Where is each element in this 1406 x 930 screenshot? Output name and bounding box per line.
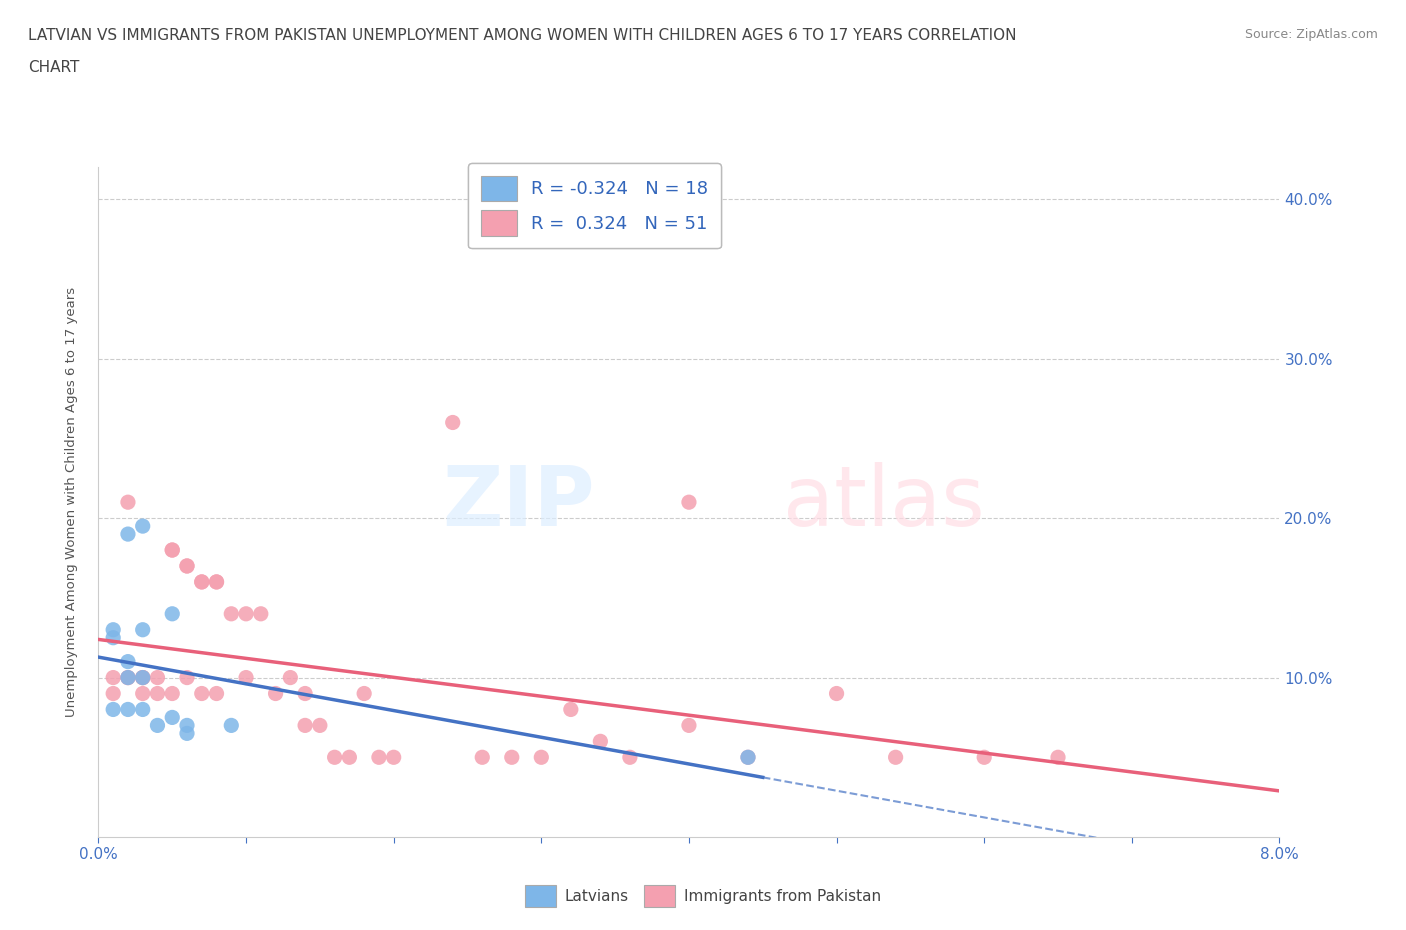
Point [176, 718, 198, 733]
Point [294, 718, 316, 733]
Point [205, 686, 228, 701]
Point [132, 519, 155, 534]
Point [132, 671, 155, 685]
Point [501, 750, 523, 764]
Point [1046, 750, 1069, 764]
Point [973, 750, 995, 764]
Text: atlas: atlas [783, 461, 986, 543]
Point [337, 750, 360, 764]
Point [205, 575, 228, 590]
Text: ZIP: ZIP [441, 461, 595, 543]
Point [132, 686, 155, 701]
Point [205, 575, 228, 590]
Point [884, 750, 907, 764]
Point [146, 671, 169, 685]
Point [146, 718, 169, 733]
Point [176, 559, 198, 574]
Point [146, 686, 169, 701]
Point [117, 654, 139, 669]
Point [619, 750, 641, 764]
Text: Source: ZipAtlas.com: Source: ZipAtlas.com [1244, 28, 1378, 41]
Point [103, 702, 125, 717]
Point [353, 686, 375, 701]
Point [560, 702, 582, 717]
Point [250, 606, 273, 621]
Point [176, 559, 198, 574]
Point [103, 671, 125, 685]
Point [191, 575, 214, 590]
Point [235, 671, 257, 685]
Point [323, 750, 346, 764]
Point [678, 718, 700, 733]
Text: LATVIAN VS IMMIGRANTS FROM PAKISTAN UNEMPLOYMENT AMONG WOMEN WITH CHILDREN AGES : LATVIAN VS IMMIGRANTS FROM PAKISTAN UNEM… [28, 28, 1017, 43]
Point [103, 686, 125, 701]
Point [176, 726, 198, 741]
Point [162, 542, 183, 557]
Point [219, 606, 242, 621]
Point [294, 686, 316, 701]
Y-axis label: Unemployment Among Women with Children Ages 6 to 17 years: Unemployment Among Women with Children A… [65, 287, 77, 717]
Point [132, 622, 155, 637]
Point [117, 702, 139, 717]
Point [367, 750, 389, 764]
Point [530, 750, 553, 764]
Point [103, 622, 125, 637]
Point [471, 750, 494, 764]
Point [737, 750, 759, 764]
Point [278, 671, 302, 685]
Point [132, 671, 155, 685]
Point [103, 631, 125, 645]
Point [162, 542, 183, 557]
Point [191, 686, 214, 701]
Legend: Latvians, Immigrants from Pakistan: Latvians, Immigrants from Pakistan [519, 879, 887, 913]
Point [441, 415, 464, 430]
Point [132, 671, 155, 685]
Point [162, 686, 183, 701]
Point [117, 671, 139, 685]
Point [176, 671, 198, 685]
Point [191, 575, 214, 590]
Point [117, 526, 139, 541]
Point [219, 718, 242, 733]
Point [132, 671, 155, 685]
Point [132, 702, 155, 717]
Point [589, 734, 612, 749]
Point [264, 686, 287, 701]
Point [678, 495, 700, 510]
Point [117, 495, 139, 510]
Point [308, 718, 332, 733]
Point [117, 671, 139, 685]
Legend: R = -0.324   N = 18, R =  0.324   N = 51: R = -0.324 N = 18, R = 0.324 N = 51 [468, 163, 721, 248]
Point [162, 710, 183, 724]
Point [162, 606, 183, 621]
Point [825, 686, 848, 701]
Point [117, 671, 139, 685]
Point [235, 606, 257, 621]
Point [382, 750, 405, 764]
Text: CHART: CHART [28, 60, 80, 75]
Point [737, 750, 759, 764]
